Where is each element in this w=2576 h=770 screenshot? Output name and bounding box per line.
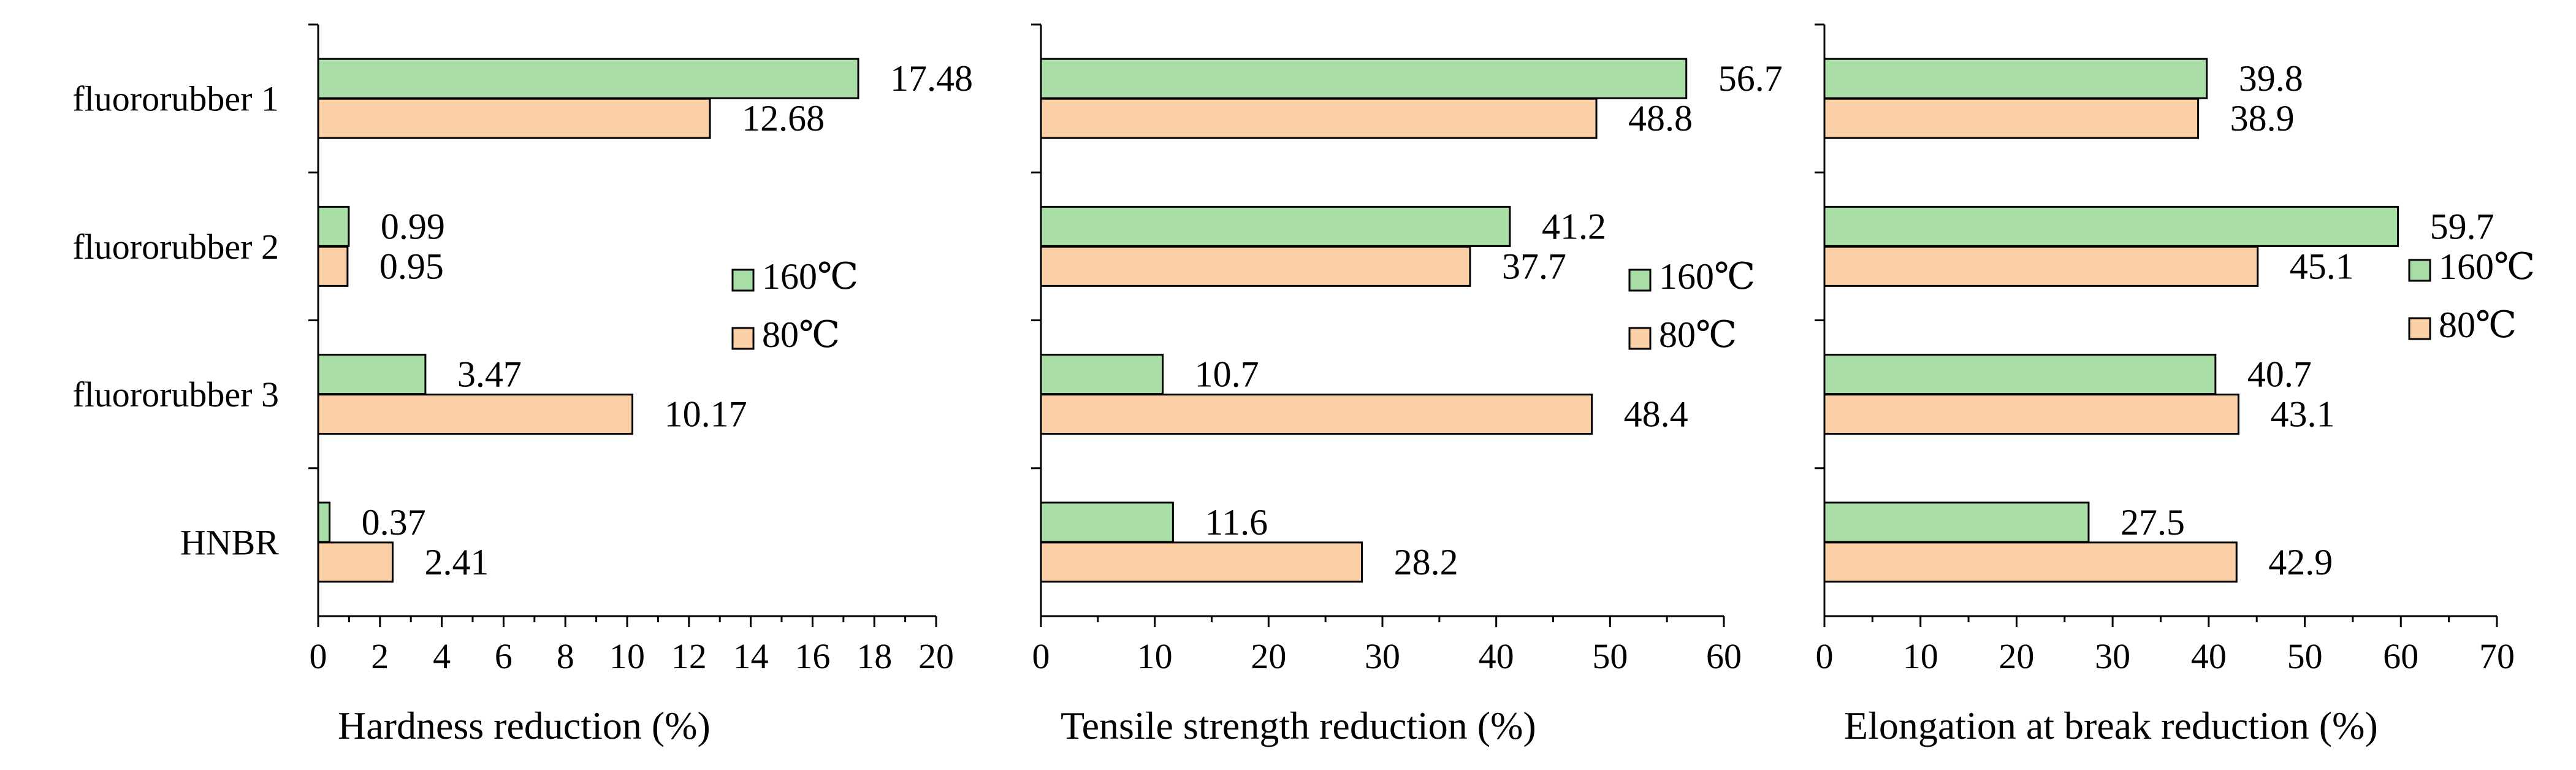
- bar-hnbr-80: [317, 541, 394, 583]
- category-label-fluororubber-2: fluororubber 2: [72, 227, 279, 267]
- legend-swatch-160: [2408, 259, 2431, 282]
- bar-hnbr-160: [1040, 501, 1174, 543]
- hardness-panel: 17.48 12.68 fluororubber 1 0.990.95 fluororu…: [72, 23, 973, 747]
- bar-fluororubber-3-80: [1823, 394, 2239, 435]
- bar-fluororubber-2-80: [317, 245, 349, 287]
- bar-fluororubber-1-160: [317, 58, 859, 99]
- x-tick-label-20: 20: [918, 636, 954, 676]
- legend-swatch-80: [2408, 317, 2431, 340]
- legend-label-80: 80℃: [2439, 305, 2517, 345]
- bar-fluororubber-1-160: [1040, 58, 1688, 99]
- data-label-hnbr-80: 42.9: [2268, 542, 2333, 582]
- x-tick-label-20: 20: [1251, 636, 1286, 676]
- bar-fluororubber-3-80: [317, 394, 634, 435]
- x-tick-label-0: 0: [1816, 636, 1834, 676]
- bar-fluororubber-2-80: [1040, 245, 1471, 287]
- bar-fluororubber-2-160: [317, 205, 350, 247]
- legend-swatch-160: [1628, 269, 1652, 292]
- legend-label-160: 160℃: [1659, 256, 1755, 297]
- data-label-hnbr-80: 28.2: [1394, 542, 1458, 582]
- legend-label-160: 160℃: [762, 256, 858, 297]
- category-label-fluororubber-1: fluororubber 1: [72, 79, 279, 119]
- bar-fluororubber-1-80: [1823, 97, 2200, 139]
- x-tick-label-10: 10: [1137, 636, 1173, 676]
- x-axis-title: Hardness reduction (%): [338, 704, 711, 747]
- x-tick-label-0: 0: [1032, 636, 1050, 676]
- data-label-fluororubber-3-80: 10.17: [665, 394, 747, 435]
- x-tick-label-30: 30: [2095, 636, 2130, 676]
- bar-fluororubber-3-80: [1040, 394, 1593, 435]
- bar-fluororubber-2-80: [1823, 245, 2259, 287]
- data-label-fluororubber-3-80: 43.1: [2270, 394, 2334, 435]
- legend-swatch-80: [731, 327, 755, 350]
- x-tick-label-14: 14: [733, 636, 769, 676]
- data-label-fluororubber-3-80: 48.4: [1624, 394, 1688, 435]
- data-label-fluororubber-2-160: 59.7: [2430, 206, 2494, 246]
- bar-hnbr-80: [1040, 541, 1363, 583]
- x-tick-label-70: 70: [2479, 636, 2515, 676]
- bar-hnbr-160: [1823, 501, 2090, 543]
- x-tick-label-60: 60: [2383, 636, 2418, 676]
- x-tick-label-20: 20: [1999, 636, 2034, 676]
- data-label-fluororubber-2-80: 37.7: [1502, 246, 1566, 286]
- legend-swatch-80: [1628, 327, 1652, 350]
- bar-fluororubber-1-80: [317, 97, 711, 139]
- data-label-fluororubber-3-160: 3.47: [457, 354, 522, 395]
- bar-fluororubber-1-160: [1823, 58, 2208, 99]
- data-label-fluororubber-1-80: 38.9: [2230, 98, 2295, 139]
- x-tick-label-8: 8: [557, 636, 574, 676]
- x-tick-label-16: 16: [795, 636, 830, 676]
- data-label-fluororubber-1-160: 56.7: [1718, 58, 1783, 99]
- x-tick-label-10: 10: [609, 636, 645, 676]
- bar-fluororubber-2-160: [1040, 205, 1511, 247]
- x-tick-label-4: 4: [433, 636, 451, 676]
- bar-fluororubber-3-160: [1823, 354, 2217, 395]
- data-label-fluororubber-2-160: 41.2: [1542, 206, 1606, 246]
- data-label-fluororubber-2-80: 0.95: [379, 246, 444, 286]
- category-label-fluororubber-3: fluororubber 3: [72, 375, 279, 414]
- x-tick-label-12: 12: [671, 636, 707, 676]
- x-tick-label-2: 2: [371, 636, 389, 676]
- category-label-hnbr: HNBR: [180, 522, 279, 562]
- legend-label-80: 80℃: [1659, 314, 1737, 355]
- data-label-hnbr-160: 0.37: [362, 502, 426, 543]
- bar-fluororubber-2-160: [1823, 205, 2399, 247]
- data-label-fluororubber-1-80: 48.8: [1628, 98, 1693, 139]
- data-label-fluororubber-3-160: 40.7: [2247, 354, 2312, 395]
- bar-fluororubber-3-160: [1040, 354, 1164, 395]
- legend-swatch-160: [731, 269, 755, 292]
- x-tick-label-10: 10: [1903, 636, 1938, 676]
- x-tick-label-50: 50: [1592, 636, 1628, 676]
- data-label-hnbr-80: 2.41: [424, 542, 489, 582]
- bar-hnbr-160: [317, 501, 331, 543]
- x-tick-label-30: 30: [1365, 636, 1400, 676]
- data-label-fluororubber-2-160: 0.99: [381, 206, 445, 246]
- x-tick-label-18: 18: [856, 636, 892, 676]
- x-tick-label-40: 40: [1479, 636, 1514, 676]
- x-axis-title: Elongation at break reduction (%): [1844, 704, 2378, 747]
- data-label-fluororubber-3-160: 10.7: [1195, 354, 1259, 395]
- legend-label-160: 160℃: [2439, 246, 2535, 287]
- x-tick-label-60: 60: [1706, 636, 1742, 676]
- x-tick-label-50: 50: [2287, 636, 2323, 676]
- tensile-strength-panel: 56.7 48.8 41.237.7 10.7 48.4 11.6 28.2 0 10 20 30 4…: [1031, 23, 1783, 747]
- data-label-fluororubber-2-80: 45.1: [2290, 246, 2354, 286]
- data-label-fluororubber-1-80: 12.68: [742, 98, 825, 139]
- x-tick-label-0: 0: [310, 636, 327, 676]
- x-tick-label-40: 40: [2191, 636, 2227, 676]
- legend-label-80: 80℃: [762, 314, 840, 355]
- data-label-hnbr-160: 27.5: [2121, 502, 2185, 543]
- x-tick-label-6: 6: [495, 636, 513, 676]
- bar-fluororubber-3-160: [317, 354, 427, 395]
- x-axis-title: Tensile strength reduction (%): [1061, 704, 1536, 747]
- bar-hnbr-80: [1823, 541, 2238, 583]
- elongation-panel: 39.838.9 59.7 45.1 40.743.1 27.5 42.9 0 10 20 30 4…: [1815, 23, 2535, 747]
- bar-fluororubber-1-80: [1040, 97, 1598, 139]
- data-label-fluororubber-1-160: 39.8: [2239, 58, 2303, 99]
- data-label-fluororubber-1-160: 17.48: [890, 58, 973, 99]
- data-label-hnbr-160: 11.6: [1205, 502, 1268, 543]
